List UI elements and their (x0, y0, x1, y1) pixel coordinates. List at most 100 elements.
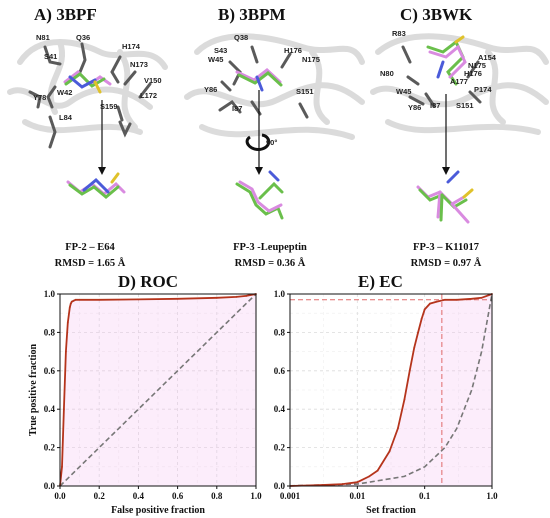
res-c-6: P174 (474, 85, 492, 94)
protein-ribbon (184, 33, 365, 140)
panel-c-caption-line1: FP-3 – K11017 (413, 242, 479, 253)
x-tick-label: 0.2 (94, 491, 106, 501)
panel-b-caption-line1: FP-3 -Leupeptin (233, 242, 307, 253)
data-point (480, 296, 483, 299)
data-point (215, 296, 218, 299)
x-axis-label: Set fraction (366, 505, 416, 516)
y-tick-label: 0.2 (44, 443, 56, 453)
res-a-10: L84 (59, 113, 73, 122)
y-tick-label: 0.8 (274, 327, 286, 337)
structure-3bpm: Q38 S43 H176 N175 W45 Y86 S151 I87 90° (184, 33, 365, 220)
data-point (413, 346, 416, 349)
data-point (245, 295, 248, 297)
panel-a-title: A) 3BPF (34, 5, 97, 24)
res-a-3: H174 (122, 42, 141, 51)
ec-title: E) EC (358, 272, 403, 291)
structure-3bpf: N81 Q36 S41 H174 N173 W42 V150 Y78 L172 … (7, 33, 168, 199)
roc-chart: 0.0 0.2 0.4 0.6 0.8 1.0 0.0 0.2 0.4 0.6 0.8 1.0 Fals… (28, 289, 262, 516)
res-b-5: Y86 (204, 85, 217, 94)
data-point (376, 469, 379, 472)
res-c-5: A177 (450, 77, 468, 86)
data-point (403, 398, 406, 401)
ec-chart: 0.001 0.01 0.1 1.0 0.0 0.2 0.4 0.6 0.8 1.0 Set fra… (274, 289, 498, 516)
x-tick-label: 0.0 (54, 491, 66, 501)
data-point (420, 318, 423, 320)
ligand-overlay (235, 68, 283, 92)
y-tick-label: 1.0 (44, 289, 56, 299)
active-site-residues (218, 45, 309, 119)
res-c-7: W45 (396, 87, 411, 96)
plot-frame (59, 293, 257, 487)
x-tick-label: 1.0 (486, 491, 498, 501)
data-point (176, 297, 179, 300)
res-a-0: N81 (36, 33, 50, 42)
res-b-0: Q38 (234, 33, 248, 42)
x-tick-label: 0.1 (419, 491, 431, 501)
y-tick-label: 0.2 (274, 443, 286, 453)
data-point (341, 483, 344, 485)
ligand-isolated-a (66, 172, 126, 199)
data-point (388, 450, 391, 453)
res-c-8: Y86 (408, 103, 421, 112)
data-point (69, 302, 72, 305)
active-site-residues (28, 42, 152, 149)
data-point (455, 298, 458, 301)
data-point (321, 484, 324, 486)
panel-b-caption: FP-3 -Leupeptin RMSD = 0.36 Å (200, 240, 340, 272)
arrowhead-b (255, 167, 263, 175)
protein-ribbon (370, 33, 549, 135)
data-point (72, 299, 75, 302)
roc-title: D) ROC (118, 272, 178, 291)
y-tick-label: 0.0 (44, 481, 56, 491)
y-tick-label: 0.0 (274, 481, 286, 491)
structure-3bwk: R83 A154 N175 N80 H176 A177 P174 W45 Y86… (370, 29, 549, 224)
data-point (68, 306, 71, 309)
data-point (396, 427, 399, 430)
data-point (417, 331, 420, 334)
plot-frame (289, 293, 493, 487)
data-point (356, 481, 359, 484)
protein-ribbon (7, 39, 168, 135)
res-b-7: I87 (232, 104, 242, 113)
res-a-2: S41 (44, 52, 57, 61)
res-b-2: H176 (284, 46, 302, 55)
arrowhead-c (442, 167, 450, 175)
data-point (423, 308, 426, 311)
panel-b-title: B) 3BPM (218, 5, 286, 24)
res-c-1: A154 (478, 53, 497, 62)
res-a-4: N173 (130, 60, 148, 69)
data-point (408, 369, 411, 372)
rotation-icon (245, 133, 271, 152)
res-b-4: W45 (208, 55, 223, 64)
data-point (235, 295, 238, 298)
x-tick-label: 0.8 (211, 491, 223, 501)
ligand-isolated-b (235, 170, 284, 220)
data-point (74, 298, 77, 301)
res-b-3: N175 (302, 55, 320, 64)
ligand-overlay (63, 70, 112, 94)
res-c-4: H176 (464, 69, 482, 78)
data-point (70, 300, 73, 303)
y-tick-label: 1.0 (274, 289, 286, 299)
active-site-residues (401, 45, 482, 108)
data-point (78, 298, 81, 301)
y-tick-label: 0.6 (44, 366, 56, 376)
res-a-7: Y78 (33, 93, 46, 102)
series-main (59, 293, 257, 487)
data-point (429, 302, 431, 305)
res-a-8: L172 (140, 91, 157, 100)
data-point (137, 298, 140, 301)
ligand-isolated-c (416, 170, 474, 224)
x-tick-label: 0.01 (349, 491, 365, 501)
res-c-9: I87 (430, 101, 440, 110)
data-point (64, 350, 67, 353)
res-a-9: S159 (100, 102, 118, 111)
data-point (444, 298, 446, 301)
data-point (61, 465, 63, 468)
res-a-1: Q36 (76, 33, 90, 42)
res-c-2: N175 (468, 61, 486, 70)
panel-c-title: C) 3BWK (400, 5, 473, 24)
panel-b-caption-line2: RMSD = 0.36 Å (234, 258, 306, 269)
panel-a-caption-line2: RMSD = 1.65 Å (54, 258, 126, 269)
panel-a-caption-line1: FP-2 – E64 (65, 242, 115, 253)
